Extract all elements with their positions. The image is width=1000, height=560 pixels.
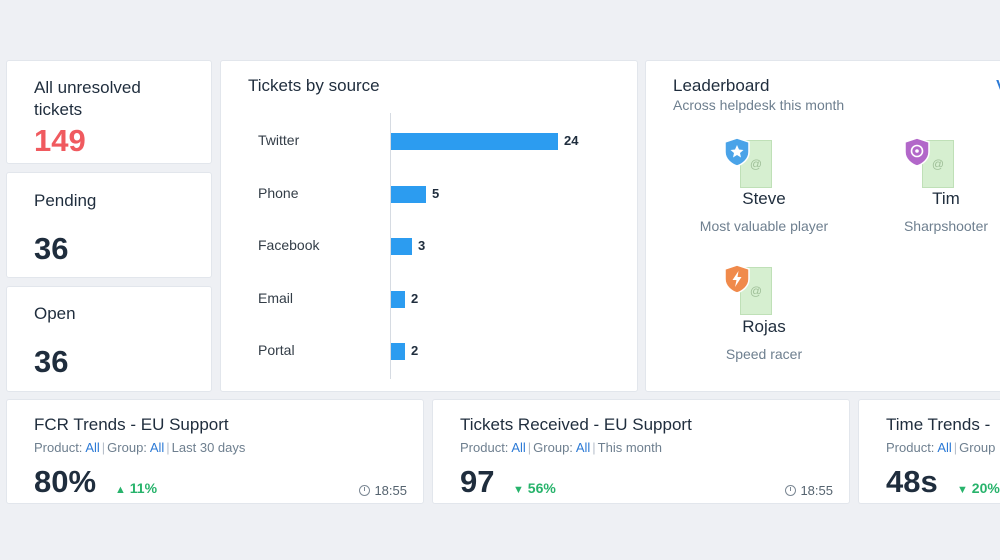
clock-icon — [785, 485, 797, 496]
pending-tickets-label: Pending — [34, 191, 97, 210]
bar-email[interactable] — [391, 290, 405, 308]
trend-delta: ▲ 11% — [115, 480, 158, 496]
group-filter-link[interactable]: All — [575, 440, 591, 455]
last-updated: 18:55 — [785, 483, 833, 498]
bar-value: 24 — [564, 133, 579, 148]
trend-title: Tickets Received - EU Support — [460, 415, 692, 434]
time-trends-card[interactable]: Time Trends - Product: All | Group 48s ▼ 2… — [858, 399, 1000, 504]
lightning-badge-icon — [724, 264, 750, 294]
bar-label: Twitter — [258, 132, 300, 148]
leaderboard-role: Speed racer — [725, 346, 803, 362]
bar-value: 3 — [418, 238, 426, 253]
trend-title: Time Trends - — [886, 415, 991, 434]
bar-label: Email — [258, 289, 294, 306]
leaderboard-card: Leaderboard Across helpdesk this month V… — [645, 60, 1000, 392]
period-label: Last 30 days — [171, 440, 246, 455]
leaderboard-subtitle: Across helpdesk this month — [673, 97, 845, 113]
unresolved-tickets-value: 149 — [34, 123, 86, 158]
bar-twitter[interactable] — [391, 133, 558, 150]
trend-value: 48s — [886, 464, 938, 499]
clock-icon — [359, 485, 371, 496]
leaderboard-role: Sharpshooter — [903, 218, 989, 234]
trend-value: 80% — [34, 464, 97, 499]
period-label: This month — [597, 440, 662, 455]
unresolved-tickets-label: All unresolved tickets — [34, 78, 141, 119]
tickets-received-card[interactable]: Tickets Received - EU Support Product: A… — [432, 399, 850, 504]
trend-delta: ▼ 20% — [957, 480, 1000, 496]
star-badge-icon — [724, 137, 750, 167]
leaderboard-name: Rojas — [742, 317, 786, 336]
bar-portal[interactable] — [391, 343, 405, 360]
trend-filters: Product: All | Group: All | Last 30 days — [34, 440, 246, 455]
open-tickets-value: 36 — [34, 344, 69, 379]
leaderboard-name: Steve — [742, 189, 786, 208]
fcr-trends-card[interactable]: FCR Trends - EU Support Product: All | Gro… — [6, 399, 424, 504]
product-filter-link[interactable]: All — [511, 440, 526, 455]
leaderboard-title: Leaderboard — [673, 76, 770, 95]
pending-tickets-value: 36 — [34, 231, 69, 266]
group-filter-link[interactable]: All — [149, 440, 165, 455]
tickets-by-source-title: Tickets by source — [248, 76, 380, 95]
chart-axis-line — [390, 113, 391, 379]
bar-value: 5 — [432, 185, 440, 201]
trend-value: 97 — [460, 464, 495, 499]
bar-facebook[interactable] — [391, 238, 412, 255]
trend-delta: ▼ 56% — [513, 480, 556, 496]
target-badge-icon — [904, 137, 930, 167]
trend-filters: Product: All | Group — [886, 440, 996, 455]
bar-label: Facebook — [258, 237, 320, 253]
open-tickets-label: Open — [34, 304, 76, 323]
tickets-by-source-card: Tickets by source Twitter 24 Phone 5 Faceboo… — [220, 60, 638, 392]
arrow-up-icon: ▲ — [115, 484, 126, 496]
trend-title: FCR Trends - EU Support — [34, 415, 229, 434]
open-tickets-card[interactable]: Open 36 — [6, 286, 212, 392]
trend-filters: Product: All | Group: All | This month — [460, 440, 662, 455]
leaderboard-view-link[interactable]: Vi — [996, 77, 1000, 94]
pending-tickets-card[interactable]: Pending 36 — [6, 172, 212, 278]
bar-phone[interactable] — [391, 185, 426, 203]
last-updated: 18:55 — [359, 483, 407, 498]
product-filter-link[interactable]: All — [85, 440, 100, 455]
arrow-down-icon: ▼ — [513, 484, 524, 496]
bar-value: 2 — [411, 343, 419, 358]
unresolved-tickets-card[interactable]: All unresolved tickets 149 — [6, 60, 212, 164]
bar-value: 2 — [411, 290, 419, 306]
leaderboard-name: Tim — [932, 189, 960, 208]
arrow-down-icon: ▼ — [957, 484, 968, 496]
product-filter-link[interactable]: All — [937, 440, 952, 455]
bar-label: Portal — [258, 342, 295, 358]
bar-label: Phone — [258, 184, 299, 201]
leaderboard-role: Most valuable player — [699, 218, 829, 234]
